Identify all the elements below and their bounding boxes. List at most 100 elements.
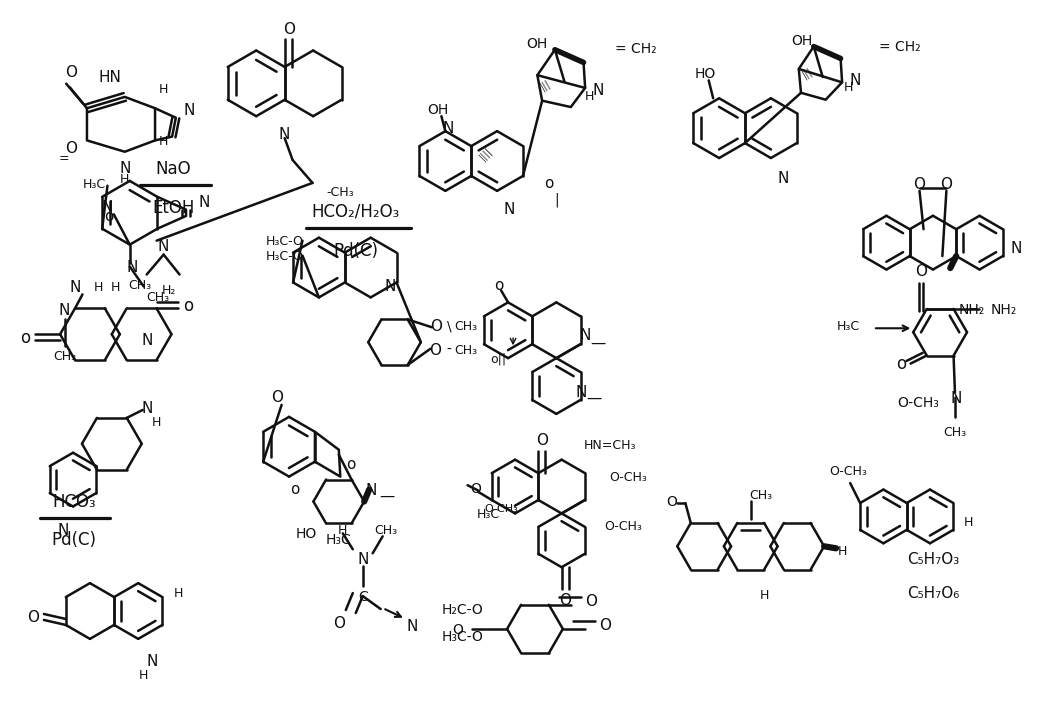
Text: O-CH₃: O-CH₃	[897, 395, 939, 409]
Text: H₃C: H₃C	[476, 507, 500, 520]
Text: O: O	[282, 22, 295, 37]
Text: —: —	[586, 390, 602, 405]
Text: N: N	[158, 239, 170, 253]
Text: |||: |||	[801, 65, 815, 79]
Text: H: H	[120, 173, 130, 186]
Text: O-CH₃: O-CH₃	[609, 470, 647, 483]
Text: CH₃: CH₃	[454, 343, 477, 357]
Text: o: o	[183, 297, 194, 314]
Text: N: N	[407, 618, 418, 633]
Text: NaO: NaO	[156, 159, 192, 178]
Text: H: H	[152, 416, 161, 429]
Text: —: —	[379, 488, 394, 503]
Text: O-CH₃: O-CH₃	[485, 503, 519, 514]
Text: CH₃: CH₃	[943, 426, 967, 439]
Text: N: N	[57, 522, 69, 537]
Text: O: O	[470, 481, 481, 495]
Text: Pd(C): Pd(C)	[52, 531, 97, 548]
Text: N: N	[575, 385, 587, 399]
Text: HN=CH₃: HN=CH₃	[584, 439, 636, 451]
Text: o: o	[104, 209, 114, 224]
Text: CH₃: CH₃	[749, 488, 773, 501]
Text: —: —	[590, 336, 606, 350]
Text: N: N	[147, 654, 158, 668]
Text: N: N	[101, 200, 113, 215]
Text: H: H	[837, 545, 846, 558]
Text: EtOH: EtOH	[153, 199, 195, 217]
Text: H₂: H₂	[161, 284, 176, 296]
Text: O: O	[430, 319, 443, 333]
Text: N: N	[119, 161, 131, 176]
Text: OH: OH	[427, 102, 448, 117]
Text: O: O	[536, 433, 548, 448]
Text: O: O	[429, 343, 441, 357]
Text: N: N	[777, 171, 788, 186]
Text: -: -	[447, 343, 451, 357]
Text: O: O	[599, 618, 610, 633]
Text: CH₃: CH₃	[454, 319, 477, 333]
Text: = CH₂: = CH₂	[879, 40, 921, 54]
Text: HCO₂/H₂O₃: HCO₂/H₂O₃	[312, 202, 399, 220]
Text: H: H	[760, 589, 768, 602]
Text: CH₃: CH₃	[53, 350, 76, 363]
Text: O: O	[65, 65, 77, 81]
Text: O-CH₃: O-CH₃	[829, 465, 867, 478]
Text: O: O	[560, 592, 571, 608]
Text: o: o	[544, 176, 553, 191]
Text: N: N	[580, 327, 591, 343]
Text: H: H	[111, 280, 120, 293]
Text: O-CH₃: O-CH₃	[604, 519, 642, 532]
Text: N: N	[142, 333, 153, 348]
Text: C₅H₇O₆: C₅H₇O₆	[907, 585, 959, 601]
Text: HCO₃: HCO₃	[53, 493, 96, 510]
Text: O: O	[65, 141, 77, 156]
Text: o: o	[896, 355, 906, 373]
Text: -CH₃: -CH₃	[327, 186, 354, 199]
Text: \: \	[448, 319, 452, 333]
Text: H: H	[159, 135, 168, 147]
Text: N: N	[366, 482, 377, 497]
Text: O: O	[666, 494, 678, 508]
Text: O: O	[333, 616, 345, 630]
Text: N: N	[1011, 241, 1022, 256]
Text: H: H	[585, 90, 594, 103]
Text: O: O	[271, 390, 284, 405]
Text: H: H	[964, 515, 974, 528]
Text: HO: HO	[695, 67, 717, 81]
Text: H: H	[159, 84, 168, 96]
Text: CH₃: CH₃	[374, 523, 397, 536]
Text: H₃C-O: H₃C-O	[266, 249, 304, 263]
Text: H: H	[139, 668, 149, 681]
Text: H: H	[338, 523, 348, 536]
Text: N: N	[951, 390, 962, 405]
Text: HN: HN	[99, 70, 122, 86]
Text: HO: HO	[295, 526, 316, 540]
Text: =: =	[58, 152, 69, 164]
Text: H: H	[173, 587, 182, 600]
Text: N: N	[385, 279, 396, 293]
Text: NH₂: NH₂	[958, 303, 984, 317]
Text: H: H	[94, 280, 103, 293]
Text: O: O	[915, 263, 926, 279]
Text: O: O	[914, 177, 925, 192]
Text: o: o	[493, 277, 503, 292]
Text: N: N	[198, 194, 210, 210]
Text: H: H	[843, 81, 853, 94]
Text: H₃C-O: H₃C-O	[442, 629, 483, 643]
Text: o||: o||	[490, 352, 506, 365]
Text: NH₂: NH₂	[991, 303, 1017, 317]
Text: O: O	[585, 593, 597, 609]
Text: OH: OH	[527, 37, 548, 51]
Text: O: O	[940, 177, 953, 192]
Text: N: N	[357, 552, 369, 567]
Text: N: N	[279, 127, 290, 143]
Text: N: N	[504, 201, 514, 217]
Text: O: O	[27, 609, 39, 625]
Text: C: C	[358, 589, 368, 603]
Text: H₃C-O: H₃C-O	[266, 234, 304, 248]
Text: N: N	[59, 303, 71, 317]
Text: o: o	[20, 329, 31, 347]
Text: N: N	[141, 401, 153, 416]
Text: OH: OH	[792, 34, 813, 48]
Text: CH₃: CH₃	[147, 291, 170, 303]
